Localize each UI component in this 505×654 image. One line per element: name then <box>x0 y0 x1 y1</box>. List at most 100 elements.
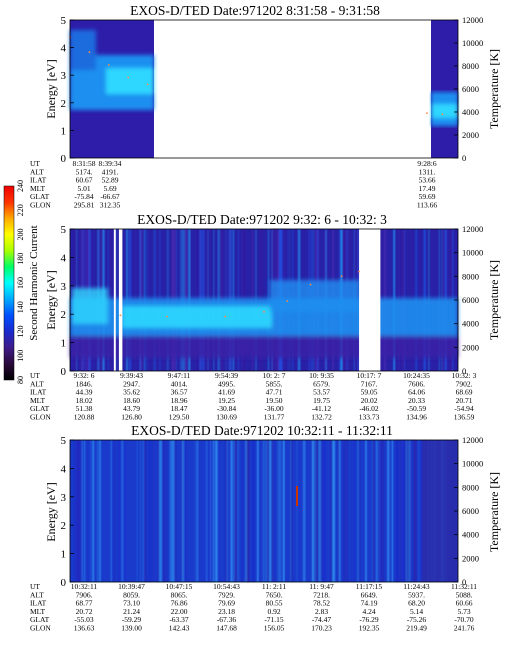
table-cell: 10:39:47 <box>118 582 145 591</box>
table-cell: 20.71 <box>456 396 473 405</box>
table-cell: 5.69 <box>103 184 116 193</box>
texture-stripe <box>296 440 298 582</box>
texture-stripe <box>136 440 138 582</box>
temperature-tick-label: 10000 <box>462 459 483 469</box>
texture-stripe <box>84 440 86 582</box>
texture-stripe <box>158 440 161 582</box>
table-cell: 53.66 <box>419 176 436 185</box>
energy-tick-label: 0 <box>61 153 67 165</box>
table-cell: -66.67 <box>100 192 120 201</box>
table-cell: 64.06 <box>408 388 425 397</box>
table-cell: 170.23 <box>311 624 332 633</box>
table-cell: 44.39 <box>76 388 93 397</box>
texture-stripe <box>342 440 345 582</box>
texture-stripe <box>268 440 272 582</box>
table-cell: 2947. <box>123 379 140 388</box>
texture-stripe <box>265 440 268 582</box>
texture-stripe <box>96 440 99 582</box>
table-cell: 147.68 <box>216 624 237 633</box>
temperature-tick-label: 12000 <box>462 224 483 234</box>
texture-stripe <box>332 440 334 582</box>
temperature-tick-label: 12000 <box>462 435 483 445</box>
table-cell: 241.76 <box>454 624 475 633</box>
energy-tick-label: 3 <box>61 281 67 293</box>
temperature-tick-label: 6000 <box>462 506 479 516</box>
temperature-point <box>146 83 149 86</box>
texture-stripe <box>210 440 211 582</box>
table-cell: -50.59 <box>407 404 427 413</box>
table-cell: 7650. <box>266 590 283 599</box>
texture-stripe <box>386 440 390 582</box>
energy-tick-label: 4 <box>61 463 67 475</box>
table-cell: 47.71 <box>266 388 283 397</box>
panel-1-plot <box>69 19 459 159</box>
panel-1-data-left <box>70 20 154 158</box>
table-cell: 79.69 <box>218 599 235 608</box>
table-cell: -71.15 <box>264 615 284 624</box>
table-cell: 4.24 <box>362 607 375 616</box>
texture-stripe <box>359 440 360 582</box>
panel-3-title: EXOS-D/TED Date:971202 10:32:11 - 11:32:… <box>131 423 393 438</box>
texture-stripe <box>142 440 145 582</box>
texture-stripe <box>316 440 319 582</box>
table-cell: 5.01 <box>77 184 90 193</box>
energy-tick-label: 5 <box>61 435 67 447</box>
panel-2-band-left <box>72 288 108 324</box>
panel-1-ylabel-right: Temperature [K] <box>487 49 501 129</box>
table-cell: -30.84 <box>217 404 237 413</box>
texture-stripe <box>391 440 394 582</box>
texture-stripe <box>252 440 255 582</box>
table-cell: 142.43 <box>169 624 190 633</box>
temperature-point <box>166 315 168 318</box>
table-cell: 76.86 <box>171 599 188 608</box>
energy-tick-label: 4 <box>61 43 67 55</box>
colorbar-tick-label: 160 <box>16 277 25 289</box>
table-cell: 11:24:43 <box>403 582 430 591</box>
temperature-tick-label: 8000 <box>462 271 479 281</box>
table-cell: 18.60 <box>123 396 140 405</box>
table-cell: 52.89 <box>102 176 119 185</box>
texture-stripe <box>112 440 114 582</box>
temperature-point <box>426 112 428 115</box>
panel-2-ylabel-right: Temperature [K] <box>487 260 501 340</box>
texture-stripe <box>226 440 229 582</box>
texture-stripe <box>94 440 97 582</box>
table-cell: 10: 2: 7 <box>263 371 286 380</box>
table-cell: 113.66 <box>417 201 438 210</box>
texture-stripe <box>371 440 374 582</box>
table-cell: 7906. <box>76 590 93 599</box>
texture-stripe <box>215 440 218 582</box>
energy-tick-label: 2 <box>61 520 67 532</box>
texture-stripe <box>159 440 162 582</box>
temperature-point <box>88 51 91 54</box>
data-gap <box>118 229 123 371</box>
table-cell: 9:32: 6 <box>73 371 94 380</box>
texture-stripe <box>118 440 121 582</box>
table-row-label: ALT <box>30 590 44 599</box>
energy-tick-label: 0 <box>61 366 67 378</box>
texture-stripe <box>271 440 274 582</box>
texture-stripe <box>86 440 89 582</box>
data-gap <box>113 229 116 371</box>
texture-stripe <box>290 440 292 582</box>
table-cell: 74.19 <box>361 599 378 608</box>
panel-2-ylabel: Energy [eV] <box>44 270 58 329</box>
panel-2-title: EXOS-D/TED Date:971202 9:32: 6 - 10:32: … <box>137 212 387 227</box>
panel-2-band-core <box>122 306 272 328</box>
texture-stripe <box>379 440 382 582</box>
table-row-label: MLT <box>30 607 46 616</box>
texture-stripe <box>212 440 214 582</box>
temperature-tick-label: 0 <box>462 153 466 163</box>
texture-stripe <box>212 440 215 582</box>
panel-2-band-low <box>70 336 458 358</box>
table-row-label: GLON <box>30 624 51 633</box>
energy-tick-label: 2 <box>61 98 67 110</box>
table-cell: 35.62 <box>123 388 140 397</box>
temperature-tick-label: 2000 <box>462 130 479 140</box>
temperature-tick-label: 4000 <box>462 319 479 329</box>
table-cell: 17.49 <box>419 184 436 193</box>
panel-3-hotspot-1 <box>296 486 298 506</box>
colorbar-fill <box>3 185 15 381</box>
table-cell: 4014. <box>171 379 188 388</box>
table-cell: -67.36 <box>217 615 237 624</box>
